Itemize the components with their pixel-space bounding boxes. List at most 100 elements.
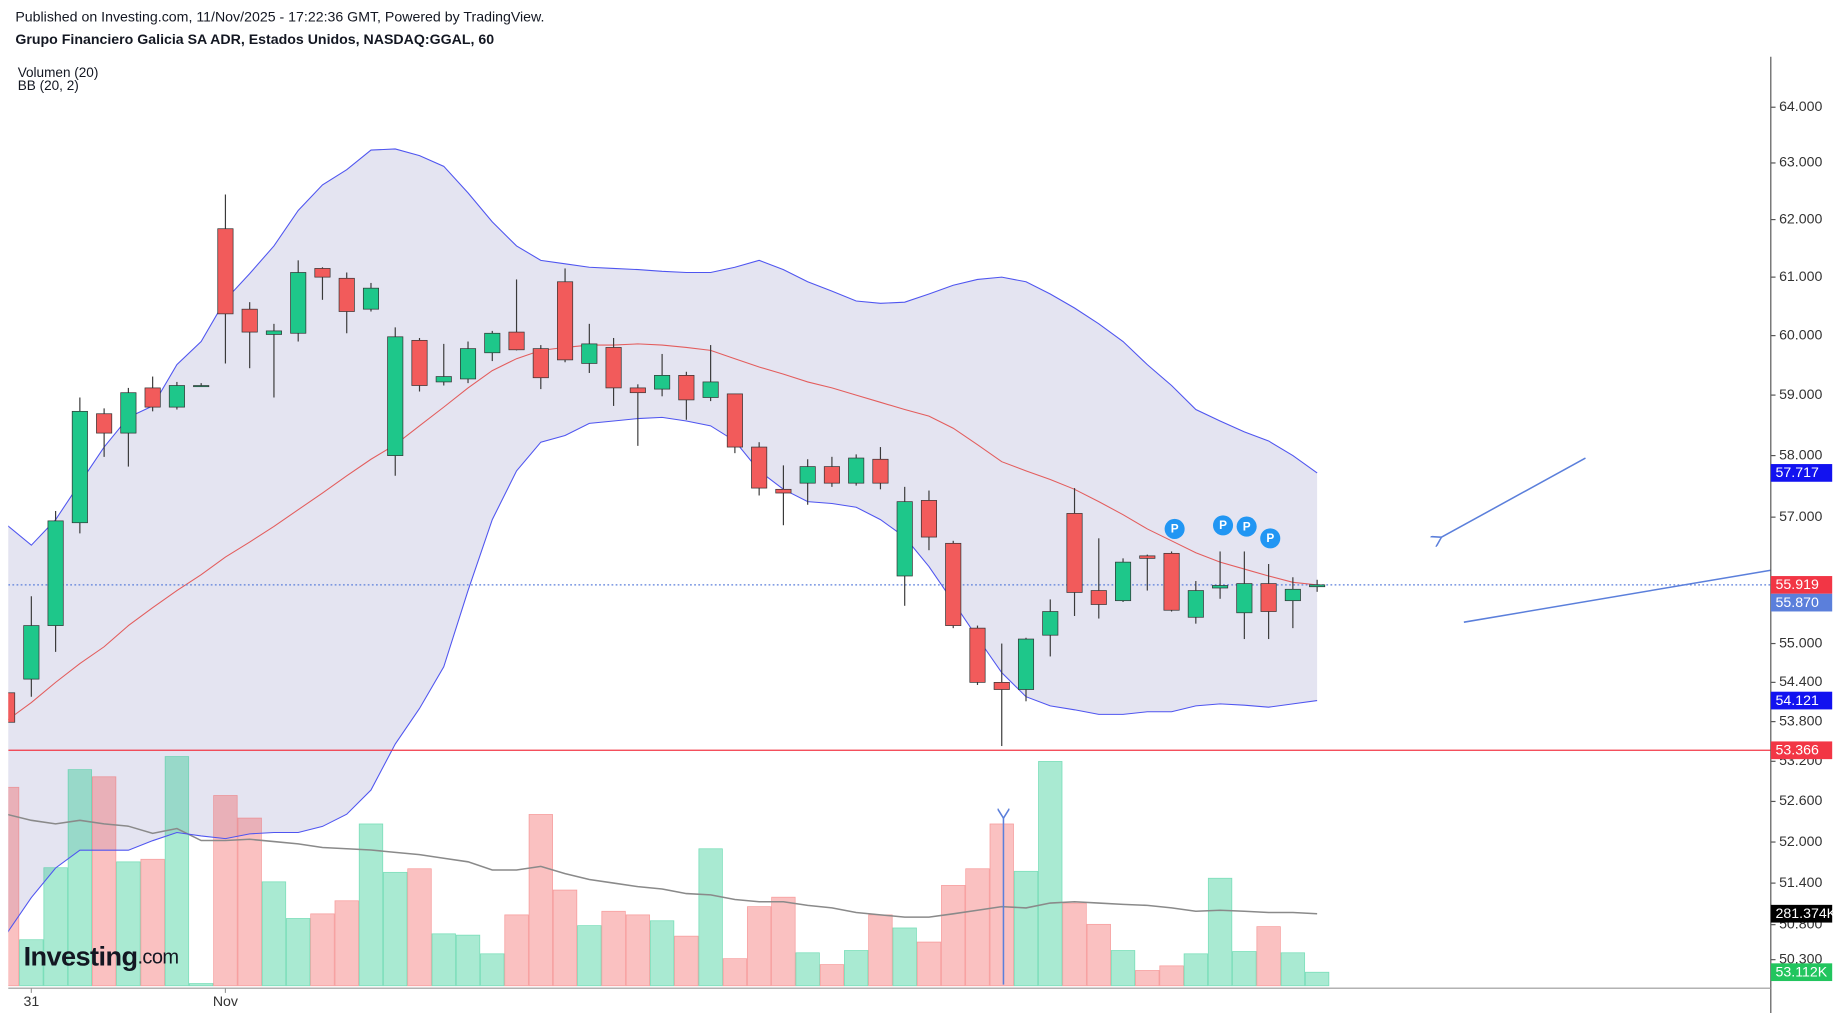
volume-bar — [746, 906, 772, 987]
event-label: P — [1171, 522, 1179, 536]
value-label: 281.374K — [1776, 906, 1837, 922]
volume-bar — [334, 900, 359, 987]
value-label: 54.121 — [1776, 693, 1819, 709]
volume-bar — [455, 934, 481, 987]
arrow — [1441, 457, 1586, 537]
candle-body — [945, 542, 962, 626]
volume-bar — [67, 769, 93, 987]
candle-body — [751, 446, 768, 489]
candle-body — [1042, 611, 1059, 636]
candle-body — [775, 488, 792, 494]
event-marker[interactable] — [1260, 528, 1281, 549]
volume-bar — [358, 823, 384, 987]
volume-bar — [795, 952, 820, 987]
candle-body — [193, 385, 210, 388]
y-tick-label: 64.000 — [1779, 99, 1822, 115]
volume-bar — [1062, 902, 1087, 987]
bollinger-lower — [8, 416, 1318, 933]
volume-bar — [916, 941, 942, 987]
volume-bar — [1207, 877, 1233, 987]
candle-body — [8, 692, 16, 723]
y-tick-label: 57.000 — [1779, 509, 1822, 525]
logo: Investing.com — [24, 941, 179, 972]
candle-body — [120, 392, 137, 434]
candle-body — [726, 393, 743, 448]
candle-body — [1236, 583, 1253, 614]
candle-body — [411, 339, 428, 386]
volume-bar — [819, 964, 845, 987]
candle-body — [969, 627, 986, 683]
candle-body — [23, 625, 40, 680]
event-label: P — [1243, 519, 1251, 533]
candle-body — [1212, 585, 1229, 589]
candle-body — [629, 387, 646, 394]
value-label: 55.870 — [1776, 595, 1819, 611]
volume-bar — [1183, 953, 1208, 987]
event-marker[interactable] — [1236, 516, 1257, 537]
value-label-box — [1770, 691, 1833, 710]
candle-body — [168, 385, 185, 408]
candle-body — [702, 381, 719, 398]
candle-body — [144, 387, 161, 408]
x-tick-label: 31 — [23, 994, 39, 1010]
candle-body — [484, 332, 501, 354]
y-tick-label: 62.000 — [1779, 211, 1822, 227]
candle-body — [314, 268, 331, 278]
volume-bar — [1013, 870, 1039, 987]
volume-bar — [383, 871, 408, 987]
candle-body — [654, 375, 671, 390]
volume-bar — [771, 896, 796, 987]
volume-ma-line — [8, 813, 1318, 918]
volume-bar — [164, 756, 190, 987]
value-label-box — [1770, 741, 1833, 760]
y-tick-label: 51.400 — [1779, 875, 1822, 891]
y-tick-label: 61.000 — [1779, 269, 1822, 285]
volume-bar — [989, 823, 1014, 987]
volume-bar — [1086, 923, 1111, 987]
volume-bar — [431, 933, 456, 987]
volume-bar — [965, 868, 990, 987]
volume-bar — [116, 861, 141, 987]
volume-bar — [1280, 952, 1306, 987]
candle-body — [265, 330, 282, 335]
volume-bar — [625, 914, 651, 987]
candle-body — [1309, 584, 1326, 588]
candle-body — [993, 682, 1010, 690]
candle-body — [581, 343, 598, 364]
event-label: P — [1219, 518, 1227, 532]
volume-bar — [504, 914, 529, 987]
logo-text: Investing — [24, 941, 138, 972]
y-tick-label: 52.000 — [1779, 834, 1822, 850]
volume-bar — [1232, 951, 1257, 987]
volume-bar — [1038, 761, 1063, 987]
volume-bar — [237, 817, 262, 987]
volume-bar — [892, 927, 917, 987]
value-label-box — [1770, 904, 1833, 923]
value-label-box — [1770, 576, 1833, 594]
candle-body — [459, 348, 477, 380]
volume-bar — [601, 910, 626, 987]
value-label: 53.366 — [1776, 743, 1819, 759]
event-markers: P P P P — [1164, 515, 1281, 549]
volume-bar — [19, 939, 44, 987]
published-note: Published on Investing.com, 11/Nov/2025 … — [15, 9, 544, 25]
candle-body — [387, 336, 404, 456]
volume-bar — [8, 786, 20, 987]
candle-body — [1139, 555, 1156, 559]
candle-body — [557, 281, 574, 361]
volume-bar — [577, 925, 602, 987]
plot-area — [8, 148, 1771, 987]
candle-body — [1066, 513, 1083, 593]
y-tick-label: 63.000 — [1779, 155, 1822, 171]
logo-suffix: .com — [137, 947, 178, 969]
volume-bar — [722, 958, 748, 987]
chart-title: Grupo Financiero Galicia SA ADR, Estados… — [15, 32, 494, 48]
candle-body — [872, 458, 889, 484]
event-marker[interactable] — [1213, 515, 1234, 536]
y-tick-label: 52.600 — [1779, 793, 1822, 809]
volume-bar — [140, 858, 165, 987]
value-label-box — [1770, 593, 1833, 612]
event-marker[interactable] — [1164, 518, 1185, 539]
volume-bar — [674, 935, 699, 987]
